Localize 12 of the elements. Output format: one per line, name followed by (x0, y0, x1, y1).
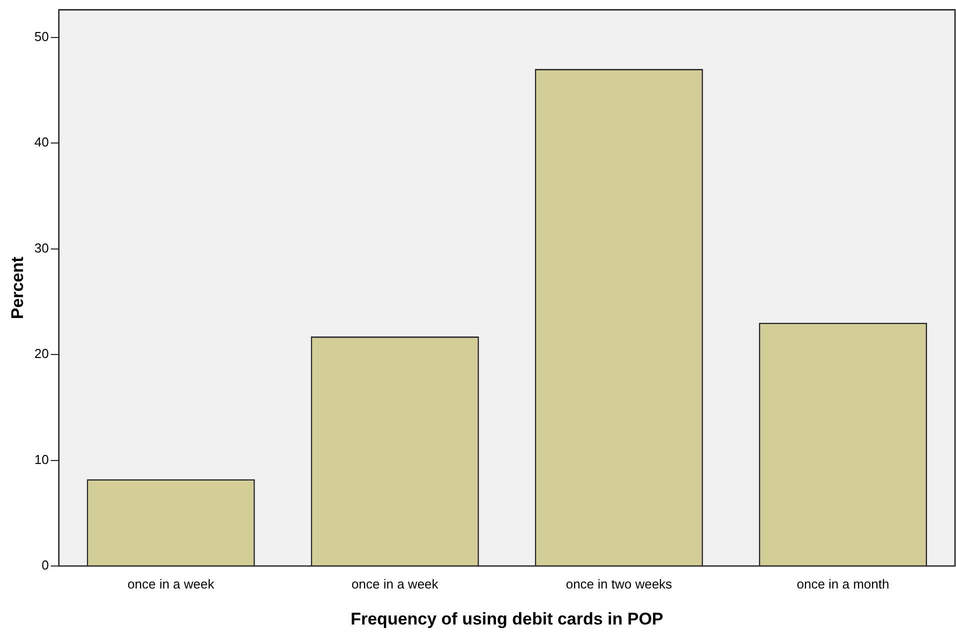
y-axis-title: Percent (8, 256, 27, 320)
y-tick-label: 10 (34, 452, 49, 467)
x-axis-title: Frequency of using debit cards in POP (350, 609, 664, 628)
y-tick-label: 40 (34, 134, 49, 150)
y-tick-label: 30 (34, 240, 49, 256)
x-tick-label: once in a month (796, 576, 890, 592)
y-tick-label: 50 (34, 28, 49, 44)
x-tick-label: once in a week (128, 576, 215, 592)
y-tick-label: 0 (42, 558, 49, 573)
x-tick-label: once in two weeks (566, 576, 673, 592)
y-tick-label: 20 (34, 346, 49, 362)
x-tick-label: once in a week (352, 576, 439, 592)
